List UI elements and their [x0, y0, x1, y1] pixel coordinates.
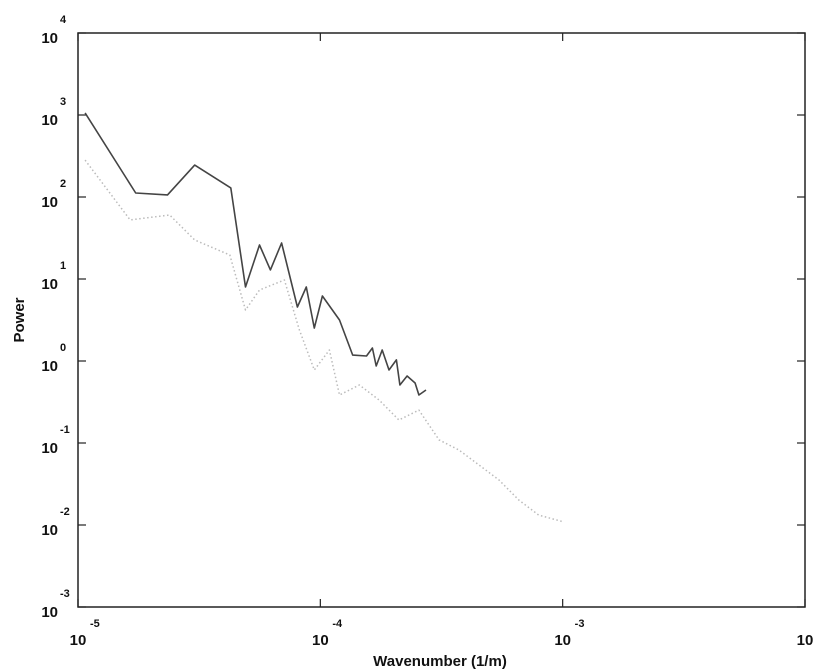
x-axis-label: Wavenumber (1/m) [373, 653, 507, 670]
x-tick-exponent: -3 [575, 618, 585, 630]
x-tick-label: 10 [554, 632, 571, 649]
x-tick-label: 10 [70, 632, 87, 649]
y-tick-label: 10 [41, 604, 58, 621]
y-tick-label: 10 [41, 358, 58, 375]
y-tick-exponent: -2 [60, 506, 70, 518]
y-tick-exponent: 1 [60, 260, 66, 272]
y-tick-label: 10 [41, 276, 58, 293]
x-tick-exponent: -5 [90, 618, 100, 630]
plot-frame [77, 32, 806, 608]
y-tick-label: 10 [41, 440, 58, 457]
y-tick-exponent: 2 [60, 178, 66, 190]
y-tick-label: 10 [41, 112, 58, 129]
y-tick-exponent: -1 [60, 424, 70, 436]
x-tick-label: 10 [797, 632, 814, 649]
x-tick-exponent: -4 [332, 618, 343, 630]
data-line [84, 159, 564, 523]
data-line [84, 112, 427, 396]
y-axis-label: Power [11, 297, 28, 342]
y-tick-exponent: 3 [60, 96, 66, 108]
y-tick-exponent: 4 [60, 14, 67, 26]
x-tick-label: 10 [312, 632, 329, 649]
y-tick-label: 10 [41, 30, 58, 47]
y-tick-label: 10 [41, 522, 58, 539]
y-tick-label: 10 [41, 194, 58, 211]
y-tick-exponent: -3 [60, 588, 70, 600]
y-tick-exponent: 0 [60, 342, 66, 354]
